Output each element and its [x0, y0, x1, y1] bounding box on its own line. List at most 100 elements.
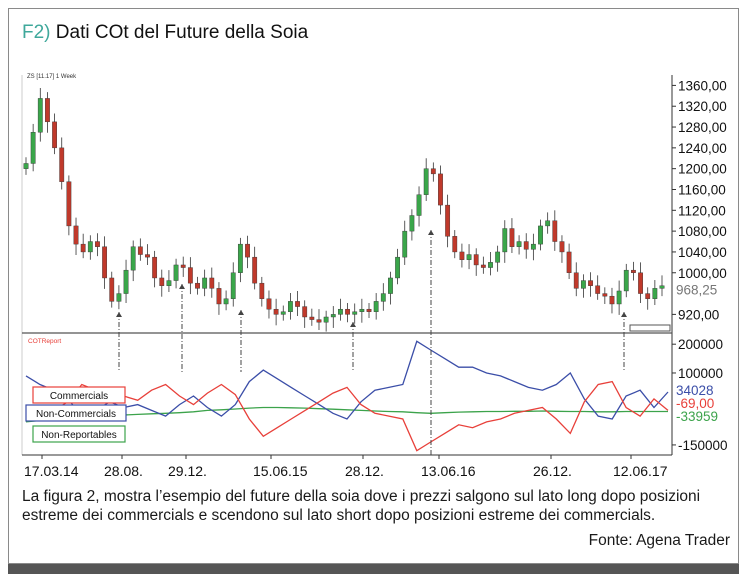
candle-body: [216, 288, 222, 305]
candle-body: [580, 280, 586, 289]
candle-body: [445, 204, 451, 237]
candle-body: [152, 256, 158, 279]
figure-frame: [8, 8, 739, 564]
candle-body: [123, 269, 129, 294]
price-tick-label: 920,00: [678, 307, 719, 322]
figure-title-text: Dati COt del Future della Soia: [55, 22, 309, 43]
candle-body: [173, 264, 179, 281]
cot-series-line: [25, 340, 669, 420]
candle-body: [130, 246, 136, 271]
candle-body: [30, 132, 36, 164]
price-tick-label: 1360,00: [678, 78, 727, 93]
candle-body: [395, 256, 400, 279]
candle-body: [623, 269, 629, 292]
price-tick-label: 1040,00: [678, 245, 727, 260]
candle-body: [195, 282, 200, 289]
x-tick-label: 26.12.: [533, 463, 572, 479]
extreme-marker-arrow: [621, 312, 627, 317]
last-price-label: 968,25: [676, 282, 717, 297]
candle-body: [638, 272, 643, 294]
bottom-bar: [8, 564, 739, 574]
cot-tick-label: 200000: [678, 337, 723, 352]
candle-body: [273, 308, 279, 315]
candle-body: [588, 280, 593, 286]
x-tick-label: 29.12.: [168, 463, 207, 479]
legend-label: Non-Reportables: [41, 430, 117, 441]
figure-title: F2) Dati COt del Future della Soia: [22, 22, 308, 44]
legend-box: [32, 386, 126, 404]
candle-body: [652, 288, 658, 299]
candle-body: [280, 311, 286, 315]
x-tick-label: 13.06.16: [421, 463, 476, 479]
candle-body: [459, 251, 465, 260]
candle-body: [252, 256, 258, 284]
x-tick-label: 28.08.: [104, 463, 143, 479]
candle-body: [466, 254, 472, 260]
candle-body: [488, 262, 493, 268]
x-tick-label: 17.03.14: [24, 463, 79, 479]
price-marker-box: [629, 324, 671, 332]
candle-body: [266, 298, 272, 310]
candle-body: [80, 243, 86, 253]
candle-body: [645, 293, 651, 299]
candle-body: [402, 230, 408, 258]
x-tick-label: 15.06.15: [253, 463, 308, 479]
candle-body: [409, 215, 415, 232]
cot-series-line: [25, 406, 668, 423]
candle-body: [59, 147, 65, 182]
candle-body: [323, 316, 329, 323]
candle-body: [566, 251, 572, 273]
cot-series-line: [25, 380, 669, 452]
candle-body: [45, 98, 50, 123]
extreme-marker-arrow: [238, 310, 244, 315]
candle-body: [202, 277, 208, 289]
legend-box: [25, 404, 127, 422]
figure-source: Fonte: Agena Trader: [588, 532, 730, 549]
candle-body: [423, 168, 429, 195]
candle-body: [330, 314, 336, 318]
candle-body: [495, 251, 501, 263]
cot-tick-label: -150000: [678, 438, 728, 453]
candle-body: [480, 264, 486, 268]
candle-body: [452, 236, 458, 253]
cot-last-value: 34028: [676, 383, 714, 398]
candle-body: [73, 225, 79, 245]
candle-body: [145, 254, 150, 258]
candle-body: [338, 308, 343, 315]
price-tick-label: 1200,00: [678, 162, 727, 177]
candle-body: [187, 267, 193, 284]
candle-body: [102, 246, 108, 279]
candle-body: [230, 272, 236, 299]
candle-body: [559, 241, 565, 253]
cot-last-value: -33959: [676, 409, 718, 424]
candle-body: [295, 301, 300, 307]
candle-body: [288, 301, 293, 312]
candle-body: [609, 295, 615, 305]
cot-tick-label: 100000: [678, 366, 723, 381]
cot-last-value: -69,00: [676, 396, 714, 411]
figure-tag: F2): [22, 22, 51, 43]
candle-body: [438, 173, 443, 206]
candle-body: [223, 298, 229, 305]
candle-body: [245, 243, 250, 258]
candle-body: [109, 277, 115, 302]
candle-body: [502, 228, 508, 253]
candle-body: [87, 241, 93, 253]
candle-body: [366, 308, 372, 312]
x-tick-label: 28.12.: [345, 463, 384, 479]
candle-body: [388, 277, 393, 294]
candle-body: [538, 225, 543, 245]
price-tick-label: 1280,00: [678, 120, 727, 135]
candle-body: [23, 163, 29, 169]
candle-body: [159, 277, 165, 286]
candle-body: [373, 301, 379, 312]
candle-body: [359, 308, 365, 312]
candle-body: [523, 241, 529, 250]
legend-label: Non-Commercials: [36, 409, 116, 420]
candle-body: [473, 254, 479, 266]
price-tick-label: 1000,00: [678, 266, 727, 281]
price-tick-label: 1240,00: [678, 141, 727, 156]
candle-body: [309, 316, 315, 320]
candle-body: [302, 306, 308, 318]
